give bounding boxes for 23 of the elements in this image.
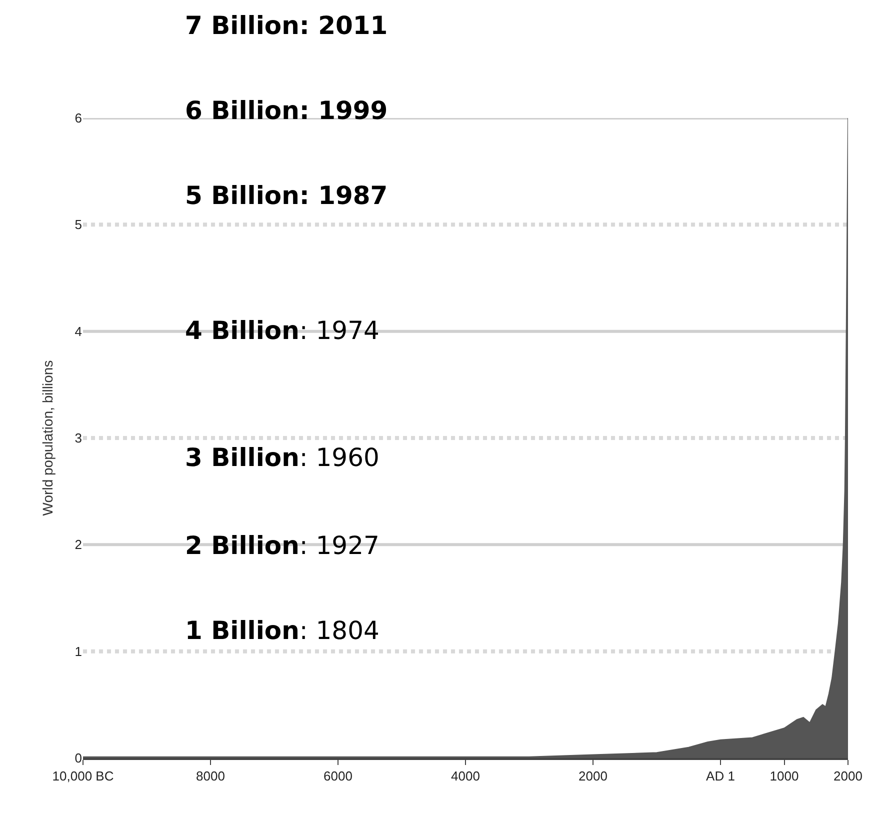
y-tick-label: 1 (74, 644, 82, 659)
x-tick-label: 8000 (196, 768, 225, 784)
x-tick-label: 4000 (451, 768, 480, 784)
y-tick-label: 6 (74, 110, 82, 126)
x-tick-label: 6000 (324, 768, 352, 784)
x-tick-label: 2000 (578, 768, 608, 784)
x-tick-label: 10,000 BC (52, 768, 114, 784)
y-axis-title: World population, billions (39, 360, 56, 516)
annotation: 1 Billion: 1804 (185, 616, 380, 645)
y-tick-label: 5 (74, 217, 82, 232)
y-tick-label: 3 (74, 430, 82, 446)
y-tick-label: 0 (74, 750, 82, 766)
text: 7 Billion: 2011 (185, 11, 388, 40)
y-tick-label: 2 (74, 537, 82, 552)
x-tick-label: 2000 (834, 768, 862, 784)
annotation: 6 Billion: 1999 (185, 96, 388, 125)
x-tick-label: 1000 (770, 768, 799, 784)
annotation: 4 Billion: 1974 (185, 316, 380, 345)
x-tick-label: AD 1 (706, 768, 735, 784)
annotation: 3 Billion: 1960 (185, 443, 380, 472)
annotation: 2 Billion: 1927 (185, 531, 380, 560)
annotation: 5 Billion: 1987 (185, 181, 388, 210)
y-tick-label: 4 (74, 324, 82, 339)
